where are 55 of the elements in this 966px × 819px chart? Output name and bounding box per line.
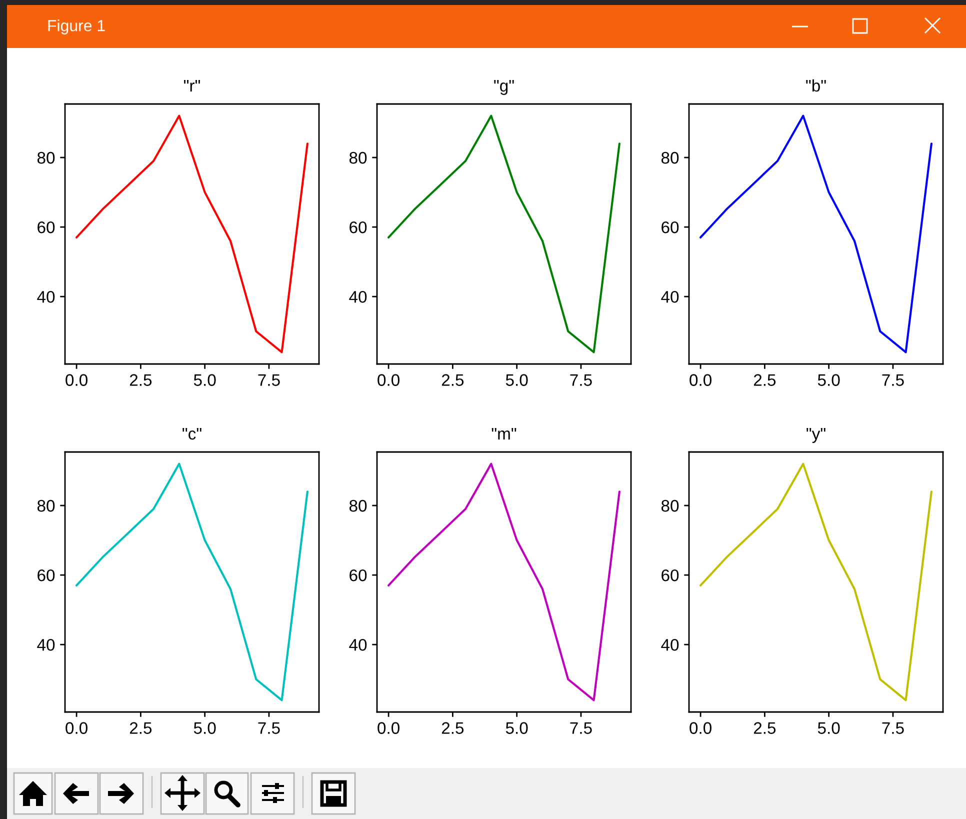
y-tick-label: 40 [661, 638, 679, 651]
y-tick-label: 60 [38, 221, 55, 234]
x-tick-label: 0.0 [690, 722, 712, 734]
chart-title: "r" [184, 80, 200, 92]
chart-title: "m" [492, 428, 516, 440]
x-tick-label: 0.0 [378, 374, 400, 386]
x-tick-label: 0.0 [66, 722, 88, 734]
x-tick-label: 5.0 [194, 374, 216, 386]
line-series [388, 114, 620, 354]
line-series [700, 462, 932, 702]
x-tick-label: 0.0 [378, 722, 400, 734]
x-tick-label: 2.5 [442, 722, 464, 734]
caption: Figure 1 [48, 20, 105, 34]
y-tick-label: 80 [349, 500, 367, 512]
chart-title: "b" [806, 79, 826, 92]
y-tick-label: 80 [349, 152, 367, 164]
y-tick-label: 60 [662, 569, 679, 582]
y-tick-label: 80 [37, 152, 55, 164]
y-tick-label: 80 [37, 500, 55, 512]
x-tick-label: 5.0 [506, 722, 528, 734]
line-series [76, 114, 308, 354]
chart-title: "g" [494, 80, 514, 95]
x-tick-label: 7.5 [258, 374, 280, 386]
y-tick-label: 80 [661, 152, 679, 164]
x-tick-label: 2.5 [754, 722, 776, 734]
chart-title: "y" [806, 428, 826, 443]
y-tick-label: 40 [37, 638, 55, 651]
x-tick-label: 0.0 [690, 374, 712, 386]
y-tick-label: 40 [37, 290, 55, 303]
y-tick-label: 60 [38, 569, 55, 582]
y-tick-label: 40 [661, 290, 679, 303]
x-tick-label: 5.0 [818, 722, 840, 734]
x-tick-label: 7.5 [882, 722, 904, 734]
x-tick-label: 7.5 [882, 374, 904, 386]
y-tick-label: 40 [349, 290, 367, 303]
x-tick-label: 5.0 [818, 374, 840, 386]
x-tick-label: 2.5 [442, 374, 464, 386]
y-tick-label: 60 [350, 569, 367, 582]
y-tick-label: 60 [662, 221, 679, 234]
y-tick-label: 60 [350, 221, 367, 234]
y-tick-label: 80 [661, 500, 679, 512]
line-series [700, 114, 932, 354]
x-tick-label: 7.5 [258, 722, 280, 734]
y-tick-label: 40 [349, 638, 367, 651]
line-series [388, 462, 620, 702]
x-tick-label: 2.5 [754, 374, 776, 386]
x-tick-label: 7.5 [570, 374, 592, 386]
x-tick-label: 2.5 [130, 722, 152, 734]
x-tick-label: 5.0 [194, 722, 216, 734]
line-series [76, 462, 308, 702]
x-tick-label: 5.0 [506, 374, 528, 386]
chart-title: "c" [182, 428, 202, 440]
x-tick-label: 7.5 [570, 722, 592, 734]
x-tick-label: 0.0 [66, 374, 88, 386]
x-tick-label: 2.5 [130, 374, 152, 386]
